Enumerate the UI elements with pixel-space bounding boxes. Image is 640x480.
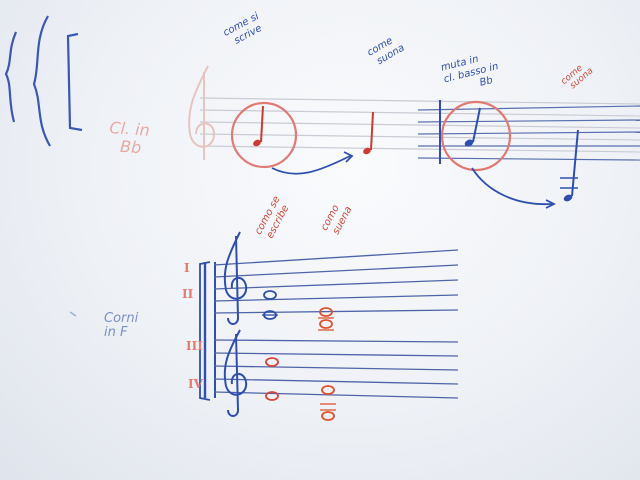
brace-doodle — [32, 15, 51, 147]
red-note-stem — [260, 105, 264, 143]
written-note — [265, 391, 279, 401]
red-arrow — [271, 155, 351, 175]
red-note-head-2 — [363, 147, 371, 155]
roman-numeral-1: I — [184, 261, 190, 275]
stray-mark — [69, 311, 77, 317]
bracket-doodle — [66, 32, 83, 132]
blue-note-head — [464, 139, 474, 147]
blue-arrow — [471, 167, 553, 205]
treble-clef-upper — [223, 231, 248, 325]
roman-numeral-2: II — [182, 287, 194, 301]
system-bracket — [199, 261, 211, 401]
treble-clef-lower — [223, 329, 248, 417]
brace-doodle — [4, 31, 18, 123]
blue-arrow-head — [545, 199, 557, 209]
roman-numeral-3: III — [186, 339, 203, 353]
roman-numeral-4: IV — [188, 377, 203, 391]
sounding-note — [321, 411, 335, 421]
sounding-note — [319, 319, 333, 329]
written-note — [265, 357, 279, 367]
red-note-head — [253, 139, 261, 147]
low-note-stem — [571, 129, 579, 197]
sounding-note — [321, 385, 335, 395]
written-note — [263, 290, 277, 300]
top-staff — [199, 97, 640, 153]
label-corni-in-f: Corni in F — [104, 311, 139, 340]
sounding-note — [319, 307, 333, 317]
red-arrow-head — [343, 151, 354, 163]
low-note-head — [563, 194, 573, 202]
lower-staff — [213, 339, 459, 399]
label-cl-in-bb: Cl. in Bb — [108, 118, 151, 158]
blue-note-stem — [472, 107, 481, 143]
right-circle — [440, 100, 512, 172]
red-circle — [230, 101, 298, 169]
upper-staff — [213, 249, 459, 314]
treble-clef-faint — [188, 65, 216, 160]
red-note-stem-2 — [370, 111, 374, 151]
